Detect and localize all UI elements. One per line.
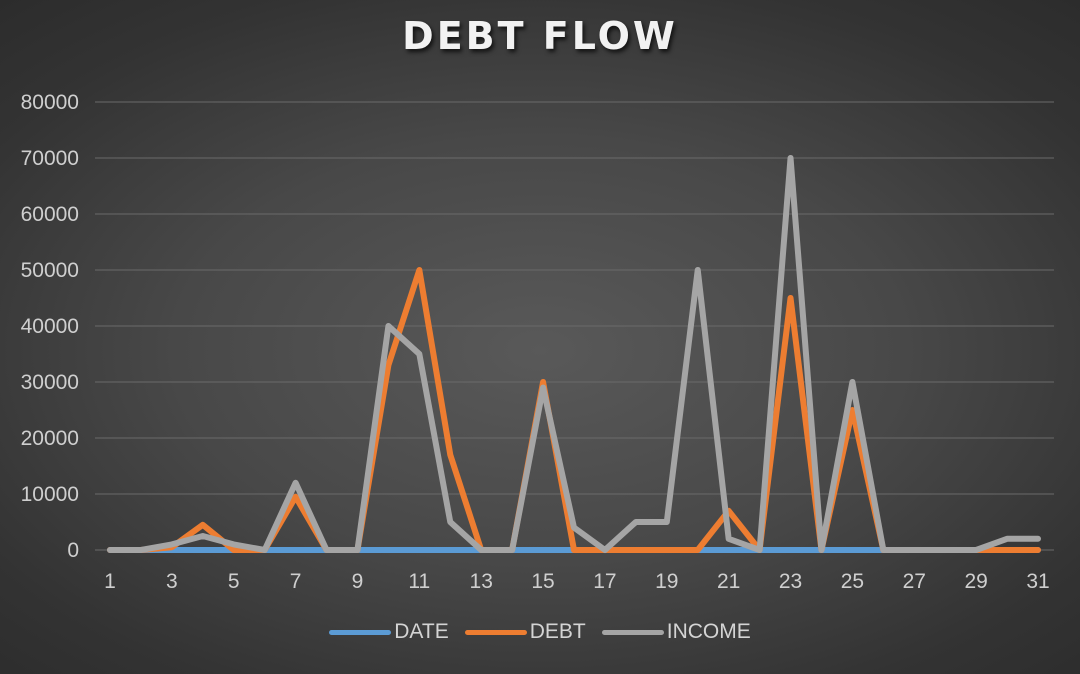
chart-title: DEBT FLOW	[402, 14, 678, 58]
y-tick-label: 70000	[21, 147, 79, 170]
x-tick-label: 25	[841, 570, 864, 593]
y-axis-tick-labels: 0 10000 20000 30000 40000 50000 60000 70000 8000…	[21, 91, 79, 562]
gridlines	[95, 101, 1054, 551]
x-tick-label: 1	[104, 570, 116, 593]
x-tick-label: 15	[531, 570, 554, 593]
legend: DATE DEBT INCOME	[0, 620, 1080, 644]
series-line-debt	[107, 267, 1041, 553]
y-tick-label: 80000	[21, 91, 79, 114]
legend-item-debt[interactable]: DEBT	[464, 620, 586, 644]
y-tick-label: 0	[67, 539, 79, 562]
y-tick-label: 40000	[21, 315, 79, 338]
x-tick-label: 17	[593, 570, 616, 593]
y-tick-label: 10000	[21, 483, 79, 506]
x-tick-label: 9	[352, 570, 364, 593]
legend-swatch-debt	[464, 629, 527, 635]
x-tick-label: 5	[228, 570, 240, 593]
y-tick-label: 50000	[21, 259, 79, 282]
y-tick-label: 60000	[21, 203, 79, 226]
y-tick-label: 30000	[21, 371, 79, 394]
x-tick-label: 7	[290, 570, 302, 593]
series-line-income	[107, 155, 1041, 553]
legend-label-date: DATE	[394, 620, 449, 643]
x-axis-tick-labels: 1 3 5 7 9 11 13 15 17 19 21 23 25 27 29 31	[104, 570, 1050, 593]
x-tick-label: 13	[470, 570, 493, 593]
y-tick-label: 20000	[21, 427, 79, 450]
x-tick-label: 19	[655, 570, 678, 593]
x-tick-label: 27	[903, 570, 926, 593]
series-lines	[107, 155, 1041, 553]
legend-item-date[interactable]: DATE	[329, 620, 449, 644]
x-tick-label: 21	[717, 570, 740, 593]
legend-item-income[interactable]: INCOME	[601, 620, 751, 644]
x-tick-label: 29	[964, 570, 987, 593]
legend-label-income: INCOME	[666, 620, 751, 643]
x-tick-label: 31	[1026, 570, 1049, 593]
legend-swatch-date	[329, 629, 392, 635]
legend-label-debt: DEBT	[529, 620, 586, 643]
legend-swatch-income	[601, 629, 664, 635]
x-tick-label: 3	[166, 570, 178, 593]
x-tick-label: 23	[779, 570, 802, 593]
x-tick-label: 11	[408, 570, 430, 593]
